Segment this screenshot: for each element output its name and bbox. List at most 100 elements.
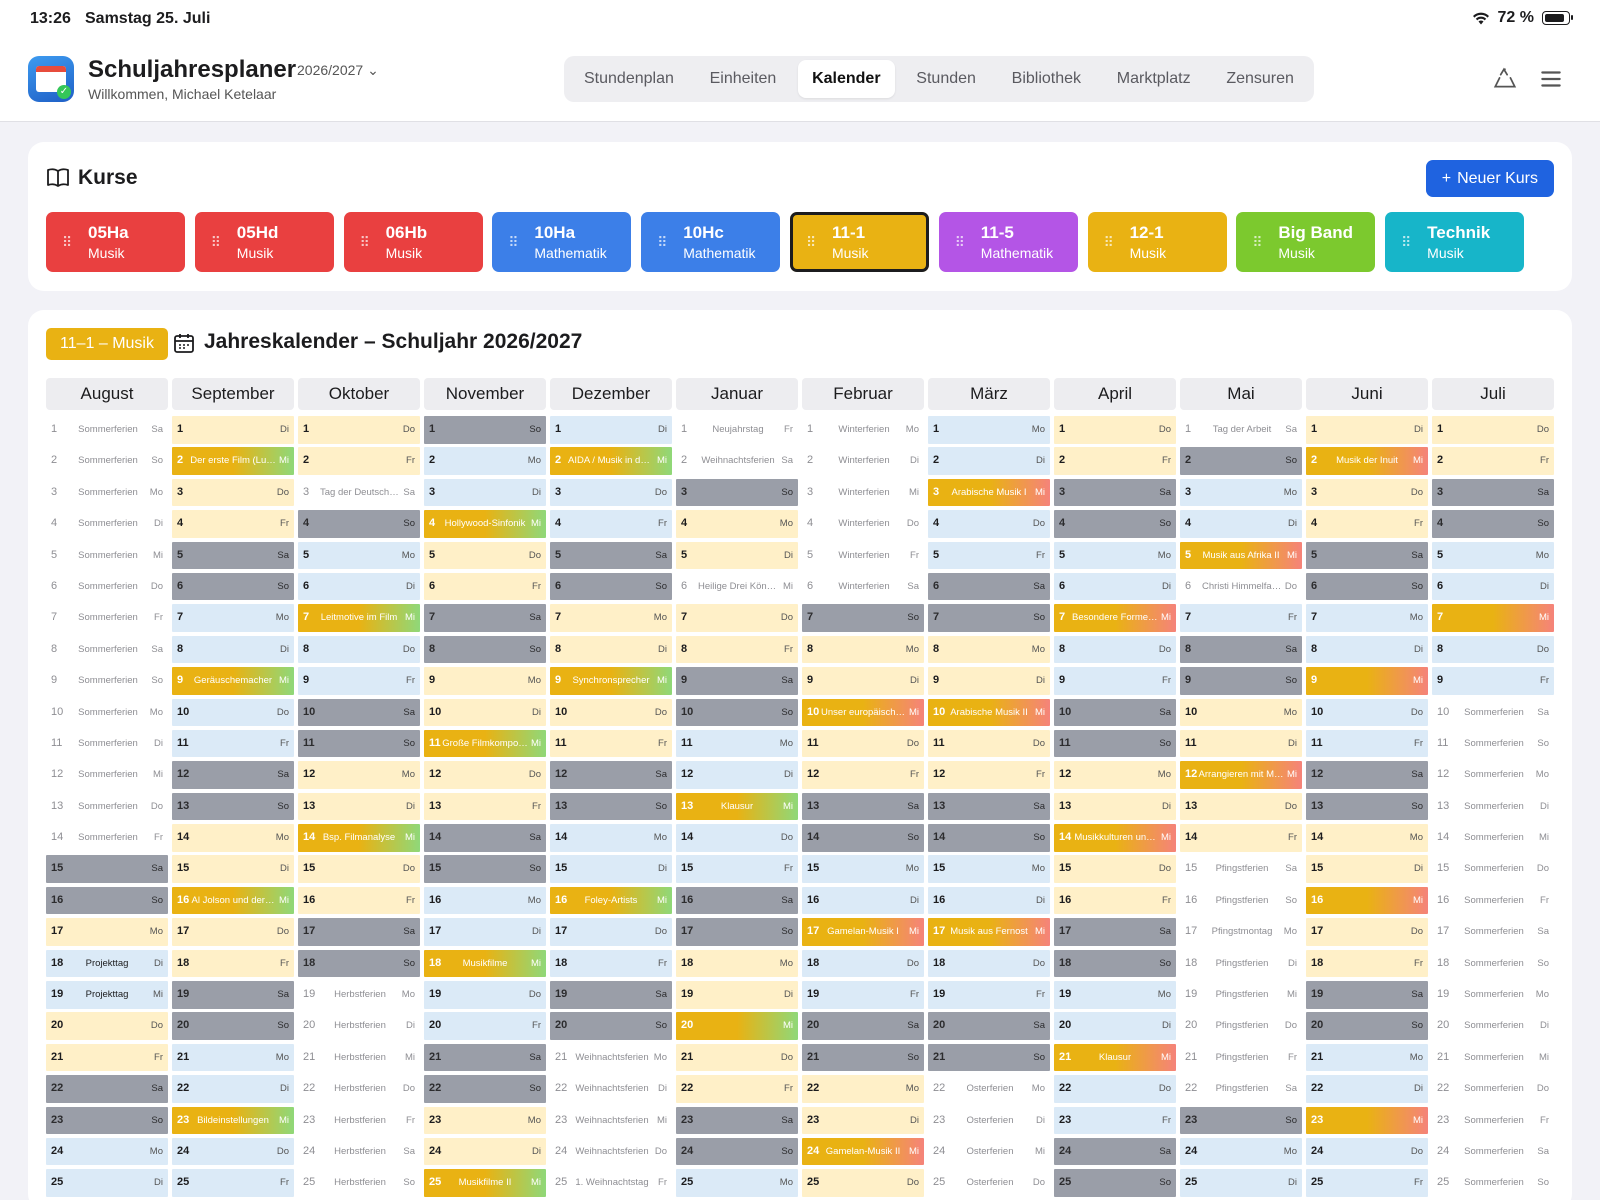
day-cell[interactable]: 6 Sa xyxy=(928,572,1050,601)
day-cell[interactable]: 12 Mo xyxy=(298,761,420,789)
day-cell[interactable]: 5 Mo xyxy=(298,541,420,570)
drag-handle-icon[interactable]: ⠿ xyxy=(1103,234,1114,250)
day-cell[interactable]: 16 Sommerferien Fr xyxy=(1432,886,1554,915)
day-cell[interactable]: 16 So xyxy=(46,886,168,915)
day-cell[interactable]: 15 Di xyxy=(550,855,672,883)
day-cell[interactable]: 24 Di xyxy=(424,1137,546,1166)
course-chip[interactable]: ⠿ 05Hd Musik xyxy=(194,212,334,272)
day-cell[interactable]: 10 Sa xyxy=(298,698,420,727)
day-cell[interactable]: 7 Mo xyxy=(550,604,672,632)
day-cell[interactable]: 21 Sa xyxy=(424,1043,546,1072)
day-cell[interactable]: 15 Sommerferien Do xyxy=(1432,855,1554,883)
day-cell[interactable]: 8 Sa xyxy=(1180,635,1302,664)
day-cell[interactable]: 16 Mi xyxy=(1306,886,1428,915)
day-cell[interactable]: 4 Di xyxy=(1180,510,1302,538)
day-cell[interactable]: 15 Pfingstferien Sa xyxy=(1180,855,1302,883)
tab-stundenplan[interactable]: Stundenplan xyxy=(584,70,674,87)
day-cell[interactable]: 16 Fr xyxy=(298,886,420,915)
drag-handle-icon[interactable]: ⠿ xyxy=(1252,234,1262,250)
day-cell[interactable]: 2 Fr xyxy=(1054,447,1176,475)
day-cell[interactable]: 6 So xyxy=(172,572,294,601)
day-cell[interactable]: 7 Sommerferien Fr xyxy=(46,604,168,632)
day-cell[interactable]: 12 Sa xyxy=(550,761,672,789)
day-cell[interactable]: 8 Mo xyxy=(928,635,1050,664)
day-cell[interactable]: 19 Do xyxy=(424,981,546,1009)
day-cell[interactable]: 11 Mo xyxy=(676,729,798,758)
day-cell[interactable]: 22 Weihnachtsferien Di xyxy=(550,1075,672,1103)
course-chip[interactable]: ⠿ 05Ha Musik xyxy=(46,212,185,272)
day-cell[interactable]: 22 Di xyxy=(1306,1075,1428,1103)
day-cell[interactable]: 14 Sommerferien Fr xyxy=(46,824,168,852)
day-cell[interactable]: 11 Do xyxy=(802,729,924,758)
day-cell[interactable]: 7 So xyxy=(802,604,924,632)
day-cell[interactable]: 18 Do xyxy=(928,949,1050,978)
day-cell[interactable]: 4 Fr xyxy=(1306,510,1428,538)
day-cell[interactable]: 5 Sa xyxy=(550,541,672,570)
day-cell[interactable]: 12 Arrangieren mit M… Mi xyxy=(1180,761,1302,789)
day-cell[interactable]: 12 Sommerferien Mo xyxy=(1432,761,1554,789)
day-cell[interactable]: 2 Fr xyxy=(298,447,420,475)
day-cell[interactable]: 18 Projekttag Di xyxy=(46,949,168,978)
tab-kalender[interactable]: Kalender xyxy=(798,60,895,98)
day-cell[interactable]: 18 Pfingstferien Di xyxy=(1180,949,1302,978)
day-cell[interactable]: 21 Sommerferien Mi xyxy=(1432,1043,1554,1072)
day-cell[interactable]: 25 Osterferien Do xyxy=(928,1169,1050,1197)
day-cell[interactable]: 17 Sa xyxy=(1054,918,1176,946)
day-cell[interactable]: 22 Sommerferien Do xyxy=(1432,1075,1554,1103)
day-cell[interactable]: 4 Hollywood-Sinfonik Mi xyxy=(424,510,546,538)
day-cell[interactable]: 15 So xyxy=(424,855,546,883)
day-cell[interactable]: 25 Do xyxy=(802,1169,924,1197)
day-cell[interactable]: 14 Do xyxy=(676,824,798,852)
day-cell[interactable]: 10 Do xyxy=(550,698,672,727)
day-cell[interactable]: 25 Herbstferien So xyxy=(298,1169,420,1197)
day-cell[interactable]: 3 Arabische Musik I Mi xyxy=(928,478,1050,507)
day-cell[interactable]: 1 Mo xyxy=(928,416,1050,444)
day-cell[interactable]: 23 So xyxy=(46,1106,168,1135)
day-cell[interactable]: 15 Sa xyxy=(46,855,168,883)
day-cell[interactable]: 17 Do xyxy=(1306,918,1428,946)
day-cell[interactable]: 2 Fr xyxy=(1432,447,1554,475)
day-cell[interactable]: 9 So xyxy=(1180,667,1302,695)
day-cell[interactable]: 6 Heilige Drei Könige Mi xyxy=(676,572,798,601)
course-chip[interactable]: ⠿ Big Band Musik xyxy=(1236,212,1376,272)
day-cell[interactable]: 13 Di xyxy=(1054,792,1176,821)
day-cell[interactable]: 21 Pfingstferien Fr xyxy=(1180,1043,1302,1072)
day-cell[interactable]: 10 Unser europäisch… Mi xyxy=(802,698,924,727)
day-cell[interactable]: 11 So xyxy=(1054,729,1176,758)
day-cell[interactable]: 21 Fr xyxy=(46,1043,168,1072)
day-cell[interactable]: 17 Do xyxy=(172,918,294,946)
day-cell[interactable]: 13 Sa xyxy=(802,792,924,821)
day-cell[interactable]: 24 Do xyxy=(1306,1137,1428,1166)
day-cell[interactable]: 18 Sommerferien So xyxy=(1432,949,1554,978)
day-cell[interactable]: 9 Di xyxy=(802,667,924,695)
day-cell[interactable]: 1 Do xyxy=(1054,416,1176,444)
day-cell[interactable]: 20 Sommerferien Di xyxy=(1432,1012,1554,1040)
day-cell[interactable]: 16 Pfingstferien So xyxy=(1180,886,1302,915)
day-cell[interactable]: 23 Sommerferien Fr xyxy=(1432,1106,1554,1135)
day-cell[interactable]: 23 Mo xyxy=(424,1106,546,1135)
day-cell[interactable]: 21 Mo xyxy=(172,1043,294,1072)
day-cell[interactable]: 4 Fr xyxy=(172,510,294,538)
day-cell[interactable]: 1 Neujahrstag Fr xyxy=(676,416,798,444)
day-cell[interactable]: 17 So xyxy=(676,918,798,946)
day-cell[interactable]: 1 Di xyxy=(550,416,672,444)
day-cell[interactable]: 4 Fr xyxy=(550,510,672,538)
day-cell[interactable]: 16 Di xyxy=(802,886,924,915)
day-cell[interactable]: 18 Do xyxy=(802,949,924,978)
day-cell[interactable]: 3 Sommerferien Mo xyxy=(46,478,168,507)
day-cell[interactable]: 5 Mo xyxy=(1054,541,1176,570)
day-cell[interactable]: 1 So xyxy=(424,416,546,444)
day-cell[interactable]: 20 So xyxy=(1306,1012,1428,1040)
day-cell[interactable]: 2 Di xyxy=(928,447,1050,475)
day-cell[interactable]: 5 Do xyxy=(424,541,546,570)
day-cell[interactable]: 11 Fr xyxy=(1306,729,1428,758)
day-cell[interactable]: 24 So xyxy=(676,1137,798,1166)
day-cell[interactable]: 13 Klausur Mi xyxy=(676,792,798,821)
day-cell[interactable]: 13 Sommerferien Di xyxy=(1432,792,1554,821)
day-cell[interactable]: 19 Sa xyxy=(172,981,294,1009)
day-cell[interactable]: 20 So xyxy=(172,1012,294,1040)
day-cell[interactable]: 24 Mo xyxy=(1180,1137,1302,1166)
day-cell[interactable]: 3 So xyxy=(676,478,798,507)
day-cell[interactable]: 2 AIDA / Musik in der… Mi xyxy=(550,447,672,475)
day-cell[interactable]: 10 Do xyxy=(172,698,294,727)
